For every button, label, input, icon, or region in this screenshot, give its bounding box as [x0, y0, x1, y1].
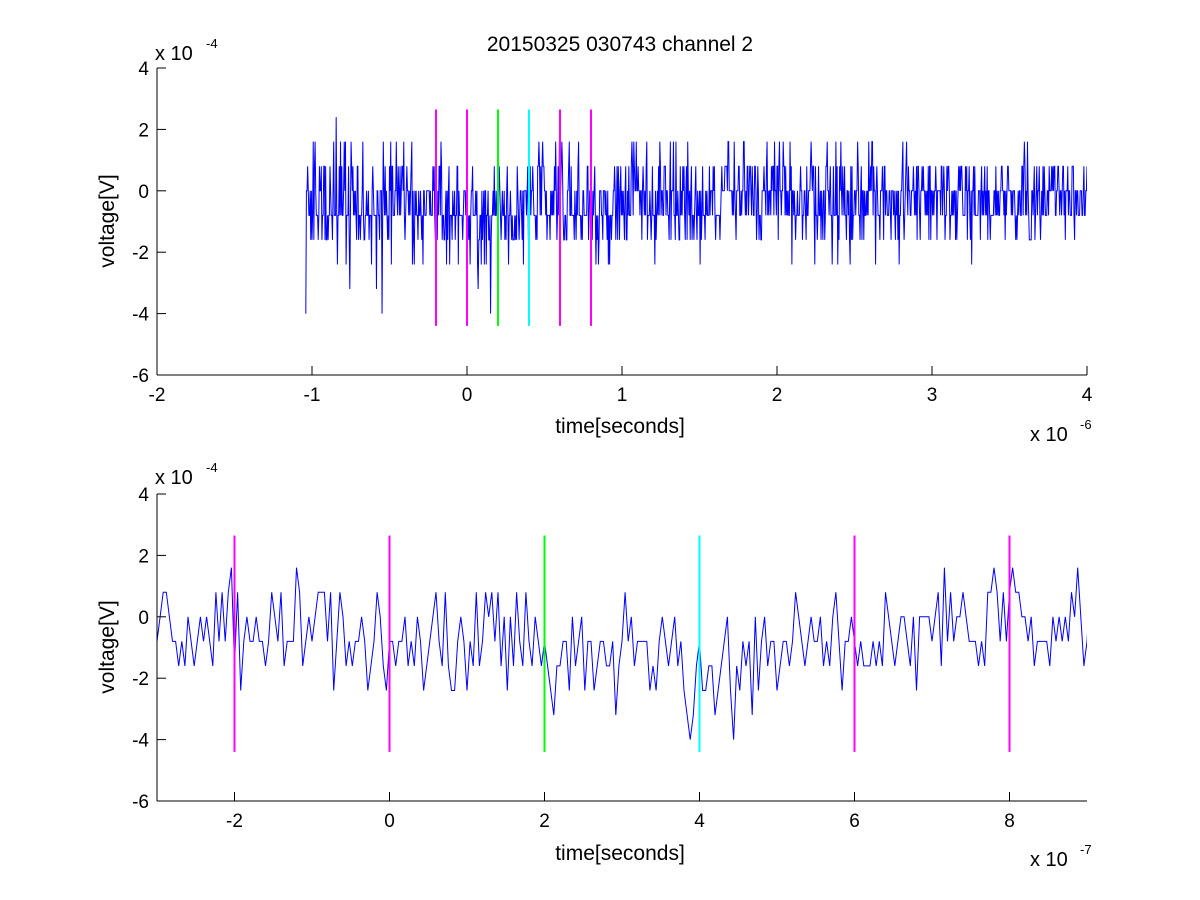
y-tick-label: 4	[138, 485, 149, 506]
x-axis-ticks: -2 -1 0 1 2 3 4	[149, 366, 1093, 406]
y-axis-ticks: -6 -4 -2 0 2 4	[132, 485, 166, 813]
x-tick-label: 4	[1082, 385, 1093, 406]
y-exponent-label: x 10 -4	[155, 36, 218, 65]
y-tick-label: 4	[138, 59, 149, 80]
y-axis-label: voltage[V]	[96, 174, 119, 267]
x-exponent-power: -7	[1080, 842, 1092, 857]
y-tick-label: -2	[132, 243, 149, 264]
chart-title: 20150325 030743 channel 2	[487, 33, 753, 56]
y-tick-label: 2	[138, 546, 149, 567]
x-tick-label: 2	[772, 385, 783, 406]
y-tick-label: -4	[132, 731, 149, 752]
y-tick-label: 2	[138, 120, 149, 141]
y-tick-label: -2	[132, 669, 149, 690]
y-tick-label: -6	[132, 366, 149, 387]
x-axis-label: time[seconds]	[555, 415, 685, 438]
x-tick-label: 0	[462, 385, 473, 406]
y-tick-label: 0	[138, 182, 149, 203]
x-tick-label: -2	[149, 385, 166, 406]
signal-line	[305, 117, 1087, 314]
x-axis-ticks: -2 0 2 4 6 8	[226, 792, 1015, 832]
y-exponent-base: x 10	[155, 43, 193, 65]
x-tick-label: -2	[226, 811, 243, 832]
x-exponent-base: x 10	[1030, 849, 1068, 871]
x-tick-label: 1	[617, 385, 628, 406]
bottom-chart: x 10 -4 x 10 -7 time[seconds] voltage[V]…	[96, 460, 1092, 871]
x-exponent-power: -6	[1080, 417, 1092, 432]
y-exponent-power: -4	[206, 36, 218, 51]
plot-area	[156, 494, 1087, 802]
x-tick-label: -1	[304, 385, 321, 406]
x-axis-label: time[seconds]	[555, 842, 685, 865]
y-exponent-power: -4	[206, 460, 218, 475]
x-tick-label: 3	[927, 385, 938, 406]
x-tick-label: 0	[384, 811, 395, 832]
x-tick-label: 8	[1004, 811, 1015, 832]
x-tick-label: 6	[849, 811, 860, 832]
y-exponent-base: x 10	[155, 467, 193, 489]
y-tick-label: 0	[138, 608, 149, 629]
top-chart: 20150325 030743 channel 2 x 10 -4 x 10 -…	[96, 33, 1093, 446]
x-exponent-label: x 10 -7	[1030, 842, 1092, 871]
y-tick-label: -4	[132, 305, 149, 326]
y-exponent-label: x 10 -4	[155, 460, 218, 489]
signal-line	[157, 567, 1087, 740]
x-tick-label: 2	[539, 811, 550, 832]
x-exponent-base: x 10	[1030, 424, 1068, 446]
y-axis-label: voltage[V]	[96, 600, 119, 693]
y-tick-label: -6	[132, 792, 149, 813]
x-tick-label: 4	[694, 811, 705, 832]
x-exponent-label: x 10 -6	[1030, 417, 1092, 446]
y-axis-ticks: -6 -4 -2 0 2 4	[132, 59, 166, 387]
